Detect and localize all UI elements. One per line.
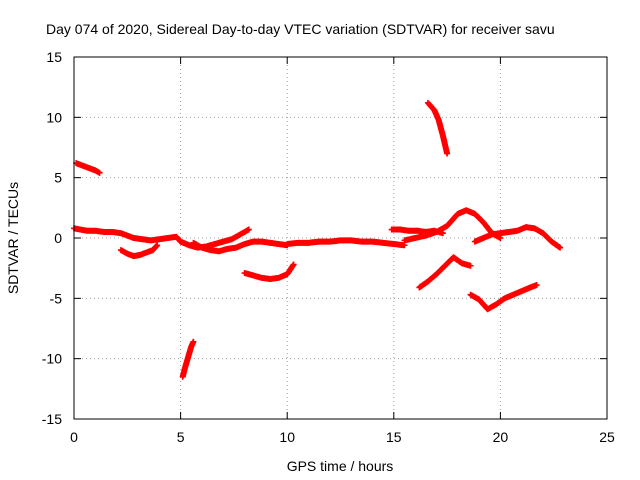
- data-series-seg-end: [471, 224, 564, 251]
- data-series-seg-neg-spike: [179, 338, 197, 380]
- data-point: [290, 261, 297, 268]
- data-series-seg-15-17: [388, 226, 446, 237]
- data-series-seg-neg-4-5: [416, 254, 474, 291]
- data-point: [557, 244, 564, 251]
- y-axis-label: SDTVAR / TECUs: [5, 182, 21, 294]
- data-series-seg-high-spike: [424, 99, 451, 157]
- data-series-seg-neg-3: [241, 261, 297, 283]
- x-tick-label: 25: [599, 429, 615, 445]
- y-tick-label: -10: [42, 351, 62, 367]
- y-tick-label: -15: [42, 411, 62, 427]
- data-point: [439, 230, 446, 237]
- data-series-seg-mid-b: [190, 238, 291, 255]
- data-points: [71, 99, 564, 380]
- chart-title: Day 074 of 2020, Sidereal Day-to-day VTE…: [46, 21, 555, 37]
- data-series-seg-main-left: [71, 225, 184, 245]
- data-point: [154, 242, 161, 249]
- y-tick-label: 0: [54, 230, 62, 246]
- data-series-seg-neg-5-6: [467, 282, 540, 313]
- data-point: [444, 150, 451, 157]
- data-series-seg-low-dip: [117, 242, 161, 260]
- x-tick-label: 0: [70, 429, 78, 445]
- y-tick-label: 5: [54, 170, 62, 186]
- x-tick-label: 20: [493, 429, 509, 445]
- data-series-seg-main-mid: [284, 237, 408, 249]
- data-point: [467, 262, 474, 269]
- data-point: [245, 226, 252, 233]
- plot-frame: [73, 56, 608, 420]
- y-tick-label: 10: [46, 109, 62, 125]
- data-series-seg-start-high: [73, 160, 103, 176]
- data-point: [190, 338, 197, 345]
- y-tick-label: -5: [50, 290, 63, 306]
- x-tick-label: 5: [177, 429, 185, 445]
- x-axis-label: GPS time / hours: [287, 458, 394, 474]
- axis-ticks: 0 5 10 15 20 25 -15 -10 -5 0 5 10 15: [42, 49, 615, 445]
- data-point: [533, 282, 540, 289]
- x-tick-label: 10: [279, 429, 295, 445]
- x-tick-label: 15: [386, 429, 402, 445]
- y-tick-label: 15: [46, 49, 62, 65]
- data-point: [96, 169, 103, 176]
